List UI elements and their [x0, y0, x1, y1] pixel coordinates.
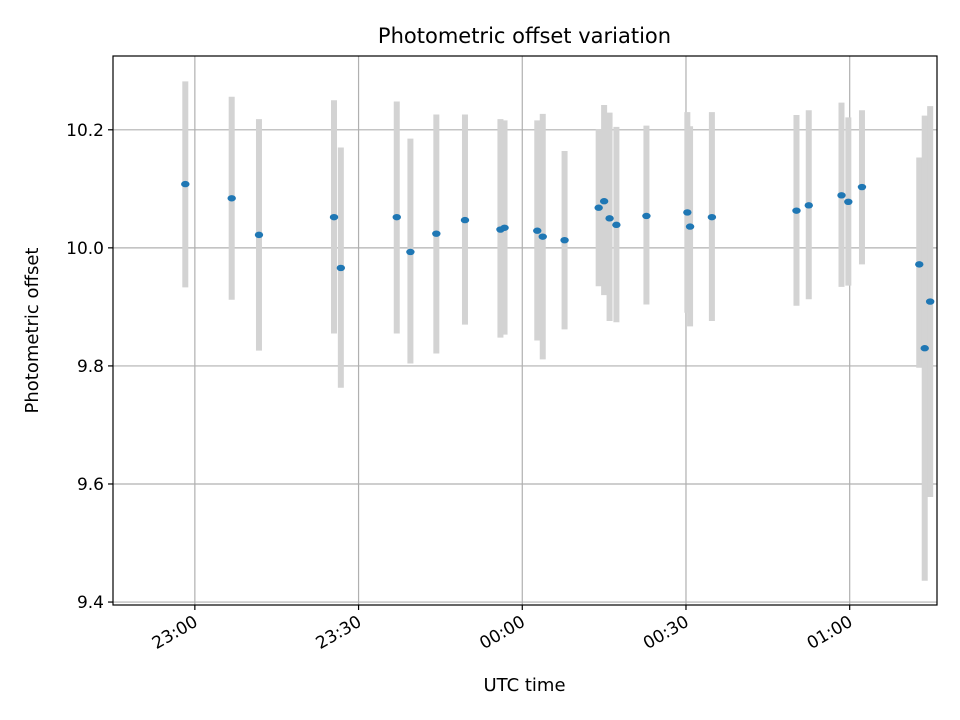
- data-point: [605, 215, 614, 222]
- y-tick-label: 9.6: [77, 475, 104, 495]
- data-point: [857, 183, 867, 191]
- y-tick-label: 9.4: [77, 593, 104, 613]
- data-point: [181, 180, 190, 188]
- data-point: [683, 209, 692, 216]
- data-point: [792, 207, 801, 214]
- data-point: [336, 264, 346, 272]
- data-point: [707, 213, 717, 221]
- data-point: [925, 298, 935, 305]
- data-point: [254, 231, 264, 239]
- data-point: [915, 261, 924, 268]
- data-point: [432, 230, 441, 237]
- grid-layer: [113, 56, 937, 605]
- data-point: [460, 216, 470, 224]
- y-tick-label: 10.2: [66, 121, 104, 141]
- data-point: [804, 202, 813, 209]
- data-point: [642, 212, 651, 220]
- y-tick-label: 10.0: [66, 239, 104, 259]
- data-point: [612, 221, 621, 229]
- data-point: [406, 248, 415, 256]
- data-point: [837, 192, 846, 199]
- data-point: [392, 213, 401, 221]
- data-point: [533, 227, 542, 234]
- data-point: [227, 195, 236, 202]
- data-point: [538, 233, 547, 240]
- point-layer: [181, 180, 935, 352]
- data-point: [560, 236, 569, 244]
- data-point: [329, 213, 339, 221]
- data-point: [920, 345, 929, 352]
- data-point: [685, 223, 695, 230]
- y-tick-label: 9.8: [77, 357, 104, 377]
- chart-title: Photometric offset variation: [378, 24, 671, 48]
- plot-frame: [112, 55, 938, 606]
- data-point: [599, 198, 609, 205]
- data-point: [500, 224, 509, 231]
- y-axis-label: Photometric offset: [22, 248, 43, 414]
- data-point: [844, 198, 853, 206]
- data-point: [594, 204, 603, 211]
- x-axis-label: UTC time: [483, 675, 565, 696]
